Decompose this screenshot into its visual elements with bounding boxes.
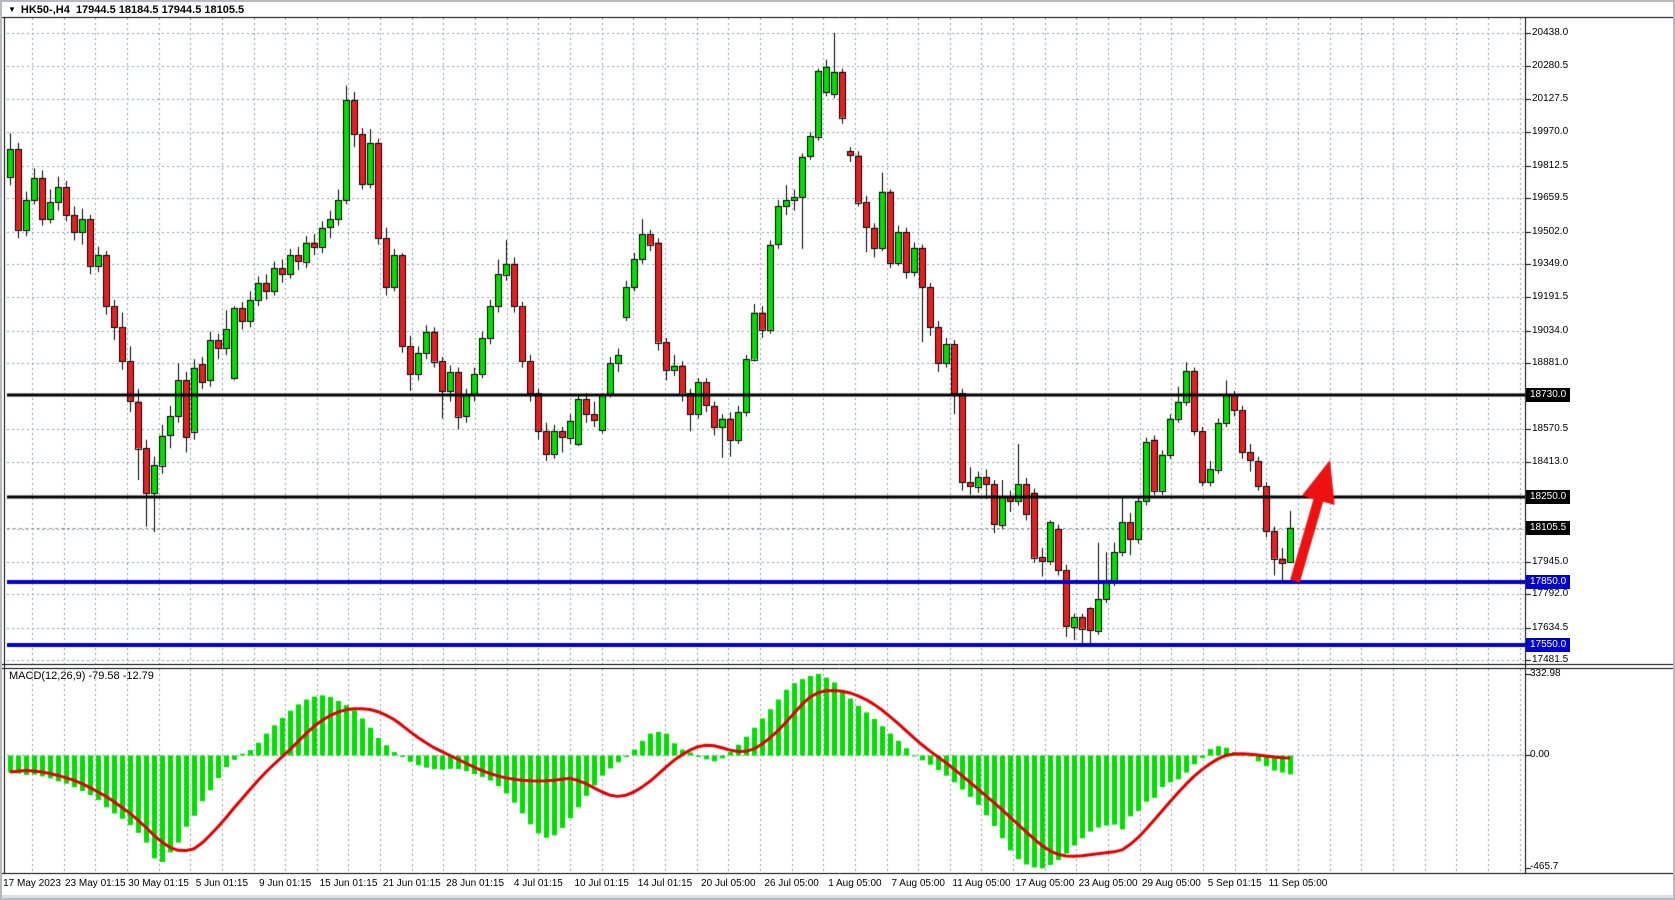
time-axis-label: 14 Jul 01:15 bbox=[637, 878, 693, 889]
time-axis-label: 10 Jul 01:15 bbox=[574, 878, 629, 889]
price-level-badge: 18250.0 bbox=[1526, 490, 1571, 505]
price-tick-label: 17792.0 bbox=[1532, 588, 1569, 600]
time-axis-label: 9 Jun 01:15 bbox=[259, 878, 312, 889]
price-tick-label: 19659.5 bbox=[1532, 192, 1569, 204]
time-axis-label: 23 May 01:15 bbox=[64, 878, 126, 889]
time-axis-label: 17 May 2023 bbox=[3, 878, 61, 889]
time-axis-label: 5 Jun 01:15 bbox=[195, 878, 249, 889]
price-tick-label: 20438.0 bbox=[1532, 27, 1569, 38]
price-level-badge: 18730.0 bbox=[1526, 388, 1571, 403]
time-axis-label: 11 Sep 05:00 bbox=[1268, 878, 1328, 889]
price-tick-label: 20280.5 bbox=[1532, 60, 1569, 72]
time-axis-label: 17 Aug 05:00 bbox=[1015, 878, 1075, 889]
time-axis-label: 20 Jul 05:00 bbox=[701, 878, 756, 889]
macd-scale-zero: 0.00 bbox=[1530, 749, 1550, 760]
price-tick-label: 19502.0 bbox=[1532, 225, 1569, 237]
macd-scale-max: 332.98 bbox=[1530, 668, 1561, 679]
price-level-badge: 17550.0 bbox=[1526, 638, 1571, 653]
price-tick-label: 17634.5 bbox=[1532, 621, 1569, 633]
price-tick-label: 17945.0 bbox=[1532, 555, 1569, 567]
chart-title-bar: ▼ HK50-,H4 17944.5 18184.5 17944.5 18105… bbox=[8, 3, 244, 16]
price-tick-label: 17481.5 bbox=[1532, 654, 1569, 665]
price-tick-label: 19970.0 bbox=[1532, 126, 1569, 138]
time-axis-label: 23 Aug 05:00 bbox=[1078, 878, 1138, 889]
symbol-dropdown-icon[interactable]: ▼ bbox=[8, 5, 16, 14]
time-axis-label: 7 Aug 05:00 bbox=[891, 878, 945, 889]
macd-scale-min: -465.7 bbox=[1530, 861, 1559, 872]
time-axis-label: 29 Aug 05:00 bbox=[1141, 878, 1201, 889]
time-axis-label: 4 Jul 01:15 bbox=[513, 878, 563, 889]
current-price-badge: 18105.5 bbox=[1526, 520, 1571, 535]
window-bottom-edge bbox=[2, 895, 1673, 898]
price-tick-label: 18413.0 bbox=[1532, 456, 1569, 468]
price-tick-label: 19349.0 bbox=[1532, 257, 1569, 269]
time-axis-label: 11 Aug 05:00 bbox=[952, 878, 1011, 889]
time-axis-label: 30 May 01:15 bbox=[128, 878, 189, 889]
price-tick-label: 19034.0 bbox=[1532, 324, 1569, 336]
time-axis-label: 21 Jun 01:15 bbox=[382, 878, 441, 889]
time-axis-label: 28 Jun 01:15 bbox=[446, 878, 505, 889]
time-axis-label: 26 Jul 05:00 bbox=[764, 878, 819, 889]
price-tick-label: 20127.5 bbox=[1532, 92, 1569, 104]
macd-indicator-label: MACD(12,26,9) -79.58 -12.79 bbox=[9, 670, 154, 682]
price-tick-label: 18881.0 bbox=[1532, 357, 1569, 369]
symbol-ohlc-title: HK50-,H4 17944.5 18184.5 17944.5 18105.5 bbox=[20, 3, 245, 16]
price-tick-label: 19191.5 bbox=[1532, 291, 1569, 303]
price-tick-label: 18570.5 bbox=[1532, 423, 1569, 435]
price-tick-label: 19812.5 bbox=[1532, 159, 1569, 171]
price-level-badge: 17850.0 bbox=[1526, 574, 1571, 589]
time-axis-label: 5 Sep 01:15 bbox=[1207, 878, 1262, 889]
time-axis-label: 1 Aug 05:00 bbox=[828, 878, 882, 889]
time-axis-label: 15 Jun 01:15 bbox=[319, 878, 378, 889]
